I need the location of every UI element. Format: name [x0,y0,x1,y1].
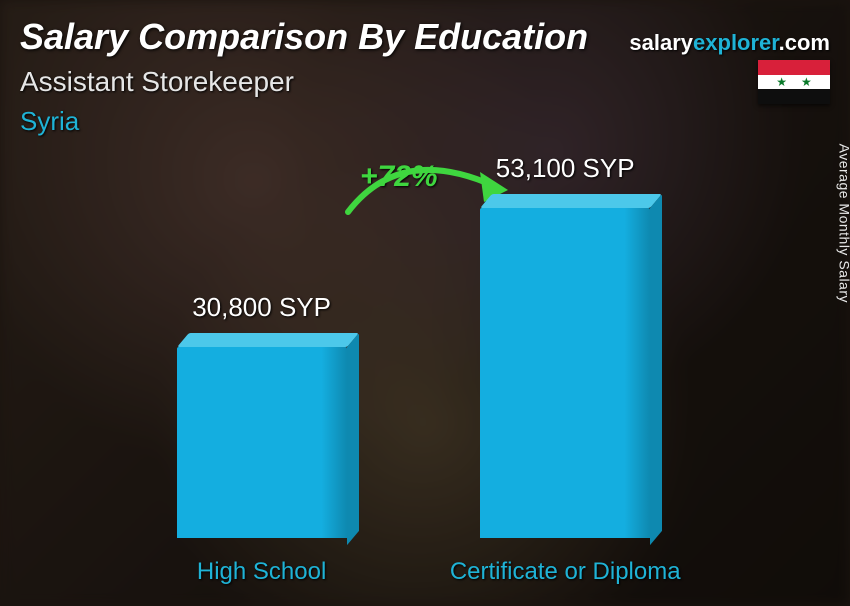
site-part2: explorer [693,30,779,55]
flag-stripe-bot [758,89,830,104]
page-title: Salary Comparison By Education [20,16,588,58]
flag-stripe-mid: ★ ★ [758,75,830,90]
site-brand: salaryexplorer.com [629,30,830,56]
flag-star-icon: ★ [776,75,787,89]
flag-stripe-top [758,60,830,75]
country-label: Syria [20,106,79,137]
flag-star-icon: ★ [801,75,812,89]
site-part1: salary [629,30,693,55]
bar: 53,100 SYP [480,208,650,538]
bar: 30,800 SYP [177,347,347,538]
content-root: Salary Comparison By Education Assistant… [0,0,850,606]
site-part3: .com [779,30,830,55]
y-axis-label: Average Monthly Salary [836,144,850,303]
percent-increase-badge: +72% [360,160,438,194]
bar-chart: +72% 30,800 SYPHigh School 53,100 SYPCert… [80,160,770,578]
bar-label: High School [197,558,326,586]
page-subtitle: Assistant Storekeeper [20,66,294,98]
bar-label: Certificate or Diploma [450,558,681,586]
bar-wrap: 30,800 SYPHigh School [177,347,347,538]
bar-value: 53,100 SYP [496,153,635,184]
bar-value: 30,800 SYP [192,292,331,323]
flag-icon: ★ ★ [758,60,830,104]
bar-wrap: 53,100 SYPCertificate or Diploma [480,208,650,538]
